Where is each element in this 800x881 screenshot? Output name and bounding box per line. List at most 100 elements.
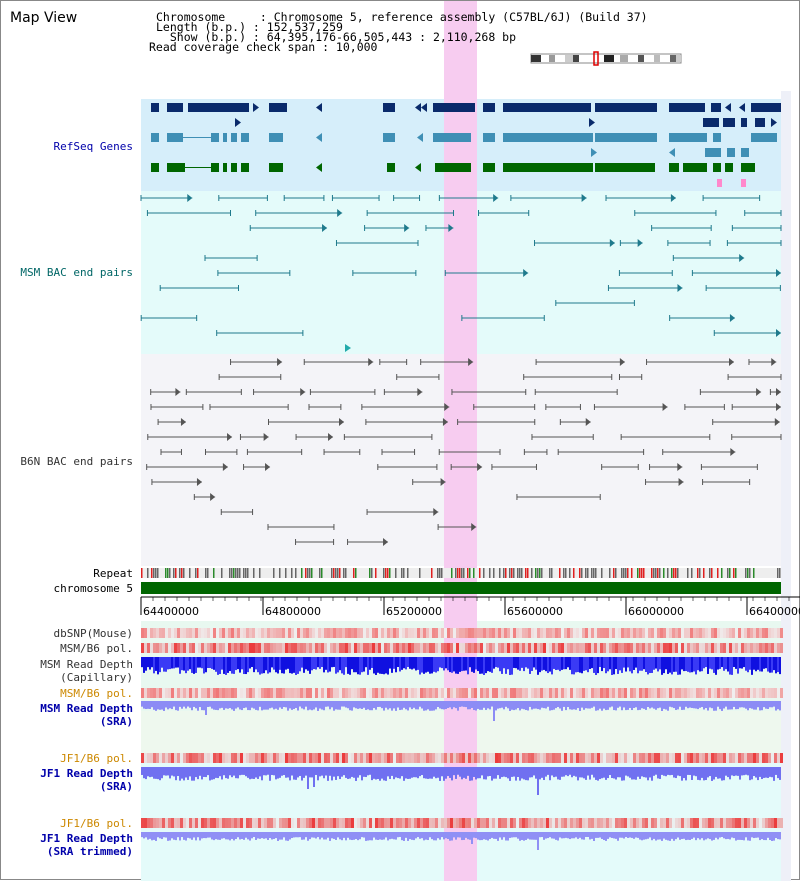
refseq-gene-exon <box>223 133 227 142</box>
msm-b6-pol-heat <box>393 643 396 653</box>
jf1-trim-depth <box>361 832 363 838</box>
jf1-trim-depth <box>173 832 175 840</box>
jf1-b6-pol-heat <box>522 753 525 763</box>
jf1-b6-pol-trim-heat <box>561 818 564 828</box>
jf1-sra-depth <box>219 767 221 777</box>
jf1-trim-depth <box>403 832 405 841</box>
jf1-b6-pol-heat <box>669 753 672 763</box>
dbsnp-heat <box>696 628 699 638</box>
msm-b6-pol-heat <box>168 643 171 653</box>
jf1-b6-pol-heat <box>717 753 720 763</box>
msm-b6-pol-sra-heat <box>561 688 564 698</box>
msm-sra-depth <box>377 701 379 707</box>
msm-capillary-depth <box>317 657 319 668</box>
msm-sra-depth <box>141 701 143 707</box>
msm-capillary-depth <box>237 657 239 670</box>
msm-capillary-depth <box>223 657 225 674</box>
track-label-msm-read-depth-sra: MSM Read Depth <box>40 702 133 715</box>
jf1-b6-pol-trim-heat <box>546 818 549 828</box>
track-label-refseq[interactable]: RefSeq Genes <box>53 140 133 153</box>
jf1-trim-depth <box>385 832 387 838</box>
jf1-sra-depth <box>487 767 489 777</box>
repeat-feature <box>259 568 261 578</box>
track-label-msm-bac[interactable]: MSM BAC end pairs <box>20 266 133 279</box>
msm-b6-pol-sra-heat <box>531 688 534 698</box>
msm-b6-pol-heat <box>381 643 384 653</box>
repeat-feature <box>721 568 723 578</box>
msm-sra-depth <box>257 701 259 711</box>
dbsnp-heat <box>420 628 423 638</box>
jf1-trim-depth <box>391 832 393 839</box>
msm-sra-depth <box>509 701 511 711</box>
msm-b6-pol-sra-heat <box>354 688 357 698</box>
msm-b6-pol-heat <box>390 643 393 653</box>
track-label-b6n-bac[interactable]: B6N BAC end pairs <box>20 455 133 468</box>
msm-capillary-depth <box>269 657 271 673</box>
jf1-sra-depth <box>195 767 197 778</box>
jf1-sra-depth <box>551 767 553 776</box>
refseq-gene-exon <box>669 133 707 142</box>
refseq-gene-exon <box>713 133 721 142</box>
repeat-feature <box>461 568 463 578</box>
jf1-sra-depth <box>369 767 371 775</box>
msm-capillary-depth <box>291 657 293 674</box>
refseq-gene-exon <box>741 148 749 157</box>
jf1-b6-pol-trim-heat <box>579 818 582 828</box>
msm-capillary-depth <box>255 657 257 670</box>
jf1-sra-depth <box>345 767 347 778</box>
msm-sra-depth <box>153 701 155 710</box>
jf1-sra-depth <box>563 767 565 777</box>
jf1-b6-pol-trim-heat <box>222 818 225 828</box>
show-range-info: Show (b.p.) : 64,395,176-66,505,443 : 2,… <box>156 30 517 44</box>
repeat-feature <box>451 568 453 578</box>
msm-capillary-depth <box>145 657 147 671</box>
repeat-feature <box>197 568 199 578</box>
jf1-sra-depth <box>601 767 603 779</box>
msm-b6-pol-heat <box>351 643 354 653</box>
repeat-feature <box>625 568 627 578</box>
jf1-sra-depth <box>571 767 573 778</box>
jf1-sra-depth <box>473 767 475 777</box>
msm-sra-depth <box>171 701 173 710</box>
jf1-sra-depth <box>625 767 627 776</box>
repeat-feature <box>181 568 183 578</box>
jf1-sra-depth <box>685 767 687 781</box>
msm-capillary-depth <box>549 657 551 672</box>
dbsnp-heat <box>252 628 255 638</box>
msm-capillary-depth <box>753 657 755 670</box>
msm-b6-pol-heat <box>324 643 327 653</box>
msm-capillary-depth <box>193 657 195 674</box>
dbsnp-heat <box>351 628 354 638</box>
msm-b6-pol-sra-heat <box>552 688 555 698</box>
jf1-trim-depth <box>565 832 567 838</box>
cytoband-segment <box>598 55 604 62</box>
msm-sra-depth <box>571 701 573 710</box>
jf1-b6-pol-heat <box>600 753 603 763</box>
msm-b6-pol-heat <box>537 643 540 653</box>
dbsnp-heat <box>477 628 480 638</box>
cytoband-segment <box>638 55 644 62</box>
jf1-sra-depth <box>561 767 563 777</box>
coverage-span-info: Read coverage check span : 10,000 <box>149 40 378 54</box>
jf1-trim-depth <box>595 832 597 838</box>
msm-capillary-depth <box>229 657 231 672</box>
jf1-b6-pol-trim-heat <box>216 818 219 828</box>
jf1-trim-depth <box>705 832 707 840</box>
jf1-trim-depth <box>167 832 169 841</box>
jf1-b6-pol-heat <box>666 753 669 763</box>
msm-capillary-depth <box>539 657 541 673</box>
jf1-sra-depth <box>581 767 583 778</box>
dbsnp-heat <box>717 628 720 638</box>
msm-capillary-depth <box>555 657 557 671</box>
msm-capillary-depth <box>687 657 689 672</box>
msm-capillary-depth <box>711 657 713 670</box>
msm-capillary-depth <box>143 657 145 673</box>
refseq-gene-exon <box>167 133 183 142</box>
jf1-sra-depth <box>431 767 433 779</box>
b6n-bac-arrow <box>468 358 474 366</box>
msm-b6-pol-heat <box>201 643 204 653</box>
jf1-trim-depth <box>723 832 725 839</box>
jf1-sra-depth <box>697 767 699 780</box>
jf1-sra-depth <box>609 767 611 776</box>
